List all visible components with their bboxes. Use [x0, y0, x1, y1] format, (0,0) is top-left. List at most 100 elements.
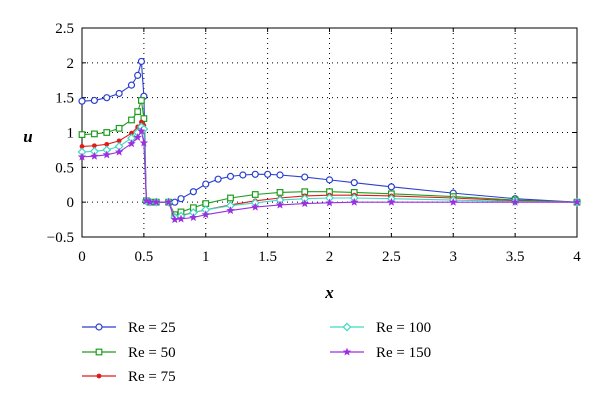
data-point: [350, 197, 359, 206]
data-point: [79, 144, 85, 149]
data-point: [128, 116, 135, 124]
series: [77, 126, 582, 224]
data-point: [239, 171, 247, 179]
data-point: [214, 175, 222, 183]
series: [77, 122, 582, 222]
data-point: [90, 151, 99, 160]
data-point: [202, 180, 210, 188]
series-layer: [77, 57, 582, 224]
data-point: [138, 97, 145, 104]
data-point: [350, 179, 358, 187]
data-point: [177, 195, 185, 203]
data-point: [137, 57, 145, 66]
data-point: [572, 197, 582, 206]
x-tick-label: 0: [78, 249, 86, 265]
data-point: [90, 96, 98, 105]
data-point: [510, 197, 520, 206]
data-point: [189, 188, 197, 196]
data-point: [251, 170, 259, 178]
data-point: [170, 215, 179, 224]
data-point: [152, 197, 161, 206]
data-point: [325, 176, 334, 184]
data-point: [133, 132, 142, 141]
data-point: [449, 197, 458, 206]
y-tick-label: 2.5: [55, 21, 74, 37]
x-tick-label: 1.5: [258, 249, 277, 265]
data-point: [226, 206, 235, 215]
data-point: [114, 147, 124, 156]
data-point: [300, 199, 309, 208]
y-tick-label: 0: [67, 195, 75, 211]
data-point: [189, 213, 198, 222]
data-point: [90, 130, 98, 138]
y-axis: −0.5 0 0.5 1 1.5 2 2.5: [47, 21, 577, 246]
data-point: [142, 196, 151, 205]
data-point: [387, 197, 396, 206]
legend-label: Re = 75: [128, 369, 176, 385]
series: [78, 57, 581, 206]
y-axis-label: u: [23, 127, 32, 146]
data-point: [276, 171, 284, 179]
y-tick-label: 0.5: [55, 160, 74, 176]
data-point: [129, 130, 134, 136]
y-tick-label: −0.5: [47, 230, 74, 246]
data-point: [102, 150, 111, 159]
legend-item: Re = 100: [330, 320, 431, 336]
data-point: [103, 94, 111, 102]
data-point: [275, 200, 285, 209]
data-point: [139, 119, 144, 125]
y-tick-label: 1.5: [55, 91, 74, 107]
legend-label: Re = 100: [376, 320, 431, 336]
data-point: [127, 81, 136, 89]
data-point: [227, 194, 234, 202]
data-point: [116, 138, 122, 144]
data-point: [264, 170, 272, 178]
data-point: [276, 189, 284, 196]
data-point: [176, 214, 186, 223]
data-point: [140, 115, 148, 122]
data-point: [77, 152, 87, 161]
x-tick-label: 4: [573, 249, 581, 265]
legend-label: Re = 150: [376, 345, 431, 361]
data-point: [103, 129, 111, 136]
x-tick-label: 3: [450, 249, 458, 265]
data-point: [387, 183, 395, 191]
legend-label: Re = 25: [128, 320, 176, 336]
y-tick-label: 2: [67, 56, 75, 72]
x-tick-label: 2: [326, 249, 334, 265]
legend-item: Re = 75: [82, 369, 176, 385]
legend: Re = 25 Re = 50 Re = 75 Re = 100 Re = 150: [82, 320, 431, 385]
x-tick-label: 1: [202, 249, 210, 265]
data-point: [251, 202, 260, 211]
legend-marker: [95, 323, 103, 331]
data-point: [127, 139, 136, 148]
x-axis: 0 0.5 1 1.5 2 2.5 3 3.5 4: [78, 28, 581, 265]
data-point: [78, 97, 86, 105]
data-point: [139, 138, 149, 147]
legend-marker: [342, 322, 352, 332]
legend-marker: [96, 373, 102, 379]
data-point: [145, 197, 155, 206]
data-point: [134, 108, 142, 116]
data-point: [164, 197, 173, 206]
legend-item: Re = 150: [330, 345, 431, 361]
data-point: [78, 131, 86, 138]
legend-marker: [95, 348, 103, 356]
x-tick-label: 2.5: [382, 249, 401, 265]
x-tick-label: 3.5: [506, 249, 525, 265]
data-point: [104, 141, 110, 147]
legend-item: Re = 25: [82, 320, 176, 336]
legend-label: Re = 50: [128, 345, 176, 361]
x-tick-label: 0.5: [135, 249, 154, 265]
data-point: [301, 173, 309, 181]
data-point: [251, 191, 259, 198]
data-point: [91, 143, 97, 149]
x-axis-label: x: [324, 283, 334, 302]
legend-item: Re = 50: [82, 345, 176, 361]
legend-marker: [342, 347, 352, 356]
data-point: [137, 126, 146, 135]
data-point: [115, 89, 123, 98]
data-point: [226, 172, 235, 180]
data-point: [201, 210, 210, 219]
